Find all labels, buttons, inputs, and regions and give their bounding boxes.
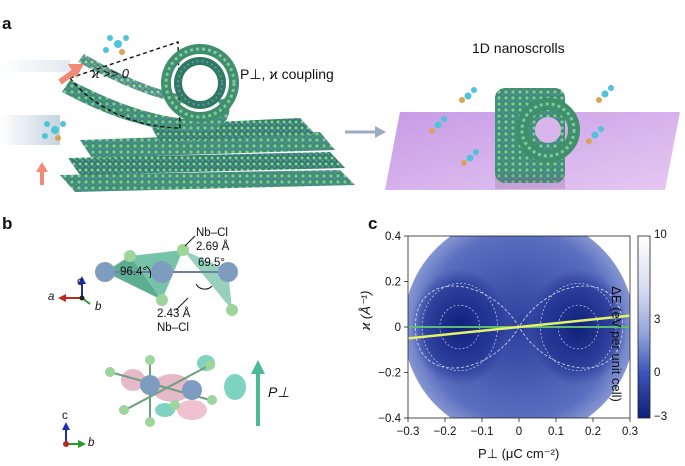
bond-bottom-length: 2.43 Å bbox=[157, 308, 191, 320]
nanoscroll-title: 1D nanoscrolls bbox=[472, 40, 565, 56]
axis-c-bottom: c bbox=[62, 410, 68, 422]
axis-c-top: c bbox=[77, 276, 83, 288]
bond-top-length: 2.69 Å bbox=[196, 241, 230, 253]
panel-a-letter: a bbox=[2, 14, 12, 33]
colorbar-label: ΔE (eV per unit cell) bbox=[609, 286, 624, 402]
x-tick-label: 0.3 bbox=[622, 426, 638, 438]
coupling-label: P⊥, ϰ coupling bbox=[240, 66, 334, 82]
charge-density-structure bbox=[105, 355, 246, 427]
layered-slabs bbox=[60, 118, 355, 192]
molecule-icon bbox=[429, 85, 614, 166]
kappa-label: ϰ >> 0 bbox=[92, 66, 129, 81]
curvature-dashed-line bbox=[69, 41, 181, 129]
y-tick-label: 0.4 bbox=[385, 231, 402, 243]
colorbar-tick: 0 bbox=[654, 367, 661, 379]
axis-a-top: a bbox=[48, 291, 55, 303]
colorbar-tick: −3 bbox=[654, 411, 668, 423]
panel-a-illustration bbox=[0, 35, 680, 192]
y-tick-label: 0 bbox=[395, 322, 401, 334]
molecule-icon bbox=[42, 121, 66, 141]
colorbar bbox=[637, 235, 651, 419]
curling-sheet bbox=[62, 80, 230, 132]
scroll-roll-a bbox=[161, 44, 239, 122]
panel-c-letter: c bbox=[368, 214, 378, 233]
angle-left-label: 96.4° bbox=[120, 266, 147, 278]
y-tick-label: −0.4 bbox=[378, 413, 401, 425]
x-tick-label: 0 bbox=[516, 426, 522, 438]
arrow-diag-icon bbox=[58, 69, 76, 85]
y-tick-label: −0.2 bbox=[378, 368, 401, 380]
panel-b-letter: b bbox=[2, 214, 13, 233]
x-tick-label: 0.2 bbox=[585, 426, 601, 438]
axes-triad-top bbox=[58, 276, 91, 305]
bond-bottom-label: Nb–Cl bbox=[157, 322, 189, 334]
x-tick-label: −0.1 bbox=[471, 426, 494, 438]
y-tick-label: 0.2 bbox=[385, 277, 401, 289]
y-axis-label: ϰ (Å⁻¹) bbox=[358, 290, 373, 330]
x-axis-label: P⊥ (μC cm⁻²) bbox=[478, 446, 560, 461]
panel-b-structure bbox=[58, 235, 265, 448]
x-tick-label: −0.3 bbox=[397, 426, 420, 438]
molecule-icon bbox=[103, 35, 129, 55]
polarization-label: P⊥ bbox=[268, 384, 290, 400]
axis-b-top: b bbox=[95, 301, 102, 313]
angle-right-label: 69.5° bbox=[198, 257, 225, 269]
colorbar-tick: 3 bbox=[654, 314, 661, 326]
axes-triad-bottom bbox=[62, 422, 86, 448]
axis-b-bottom: b bbox=[88, 437, 95, 449]
energy-landscape-chart: −0.3 −0.2 −0.1 0 0.1 0.2 0.3 0.4 0.2 0 −0.2 −0.4 bbox=[378, 231, 651, 438]
bond-top-label: Nb–Cl bbox=[196, 227, 228, 239]
coupling-line bbox=[408, 314, 630, 340]
nanoscroll-3d bbox=[495, 88, 580, 189]
x-tick-label: −0.2 bbox=[434, 426, 457, 438]
colorbar-tick: 10 bbox=[654, 229, 667, 241]
x-tick-label: 0.1 bbox=[548, 426, 564, 438]
